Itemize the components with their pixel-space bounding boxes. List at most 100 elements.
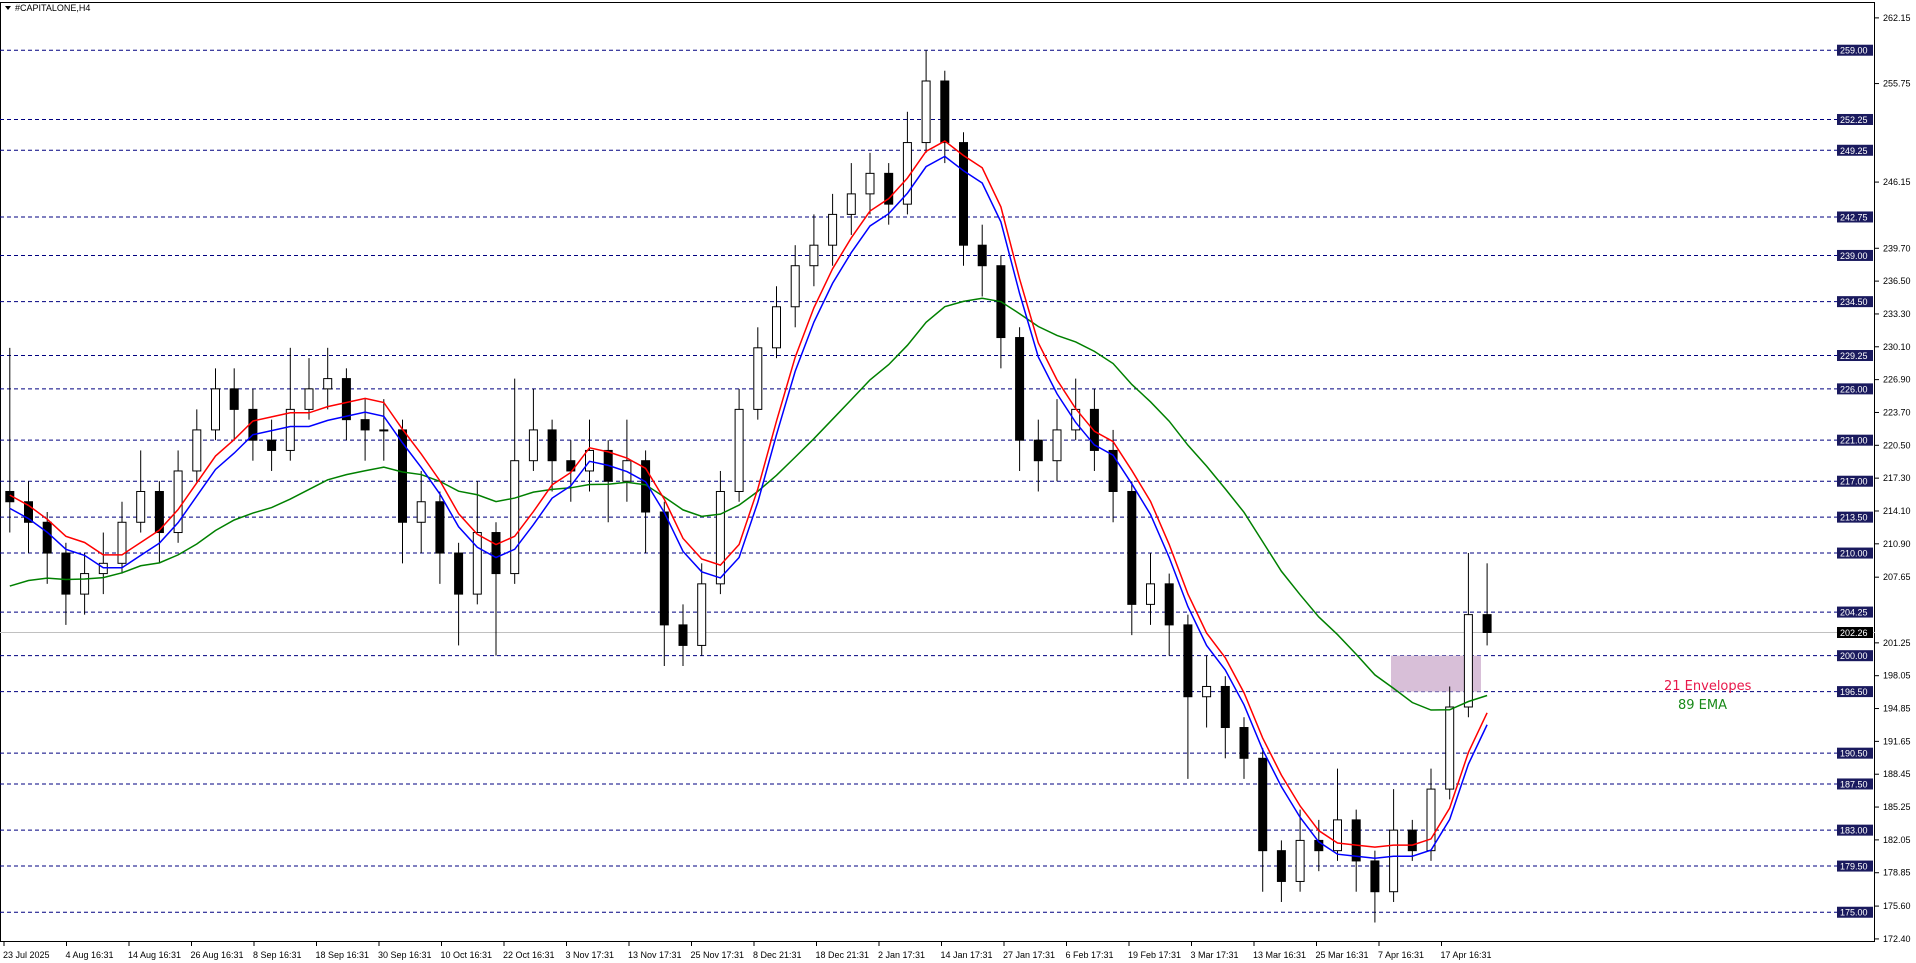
candle-body[interactable]	[641, 460, 651, 513]
candle-body[interactable]	[80, 573, 90, 595]
x-tick-label: 4 Aug 16:31	[66, 950, 114, 960]
candle-body[interactable]	[790, 265, 800, 308]
candle-body[interactable]	[341, 378, 351, 421]
price-levels	[0, 49, 1875, 913]
candle-body[interactable]	[1146, 583, 1155, 605]
candle-body[interactable]	[285, 408, 295, 451]
price-level-label: 175.00	[1840, 908, 1868, 918]
candle-body[interactable]	[379, 429, 389, 432]
x-tick-label: 6 Feb 17:31	[1066, 950, 1114, 960]
candle-body[interactable]	[136, 490, 146, 523]
candle-body[interactable]	[1482, 614, 1492, 633]
envelope-lower-line	[9, 155, 1488, 860]
candle-body[interactable]	[715, 490, 725, 585]
candle-body[interactable]	[678, 624, 688, 646]
candle-body[interactable]	[1463, 614, 1473, 708]
candle-body[interactable]	[828, 213, 838, 246]
x-tick-label: 3 Nov 17:31	[566, 950, 615, 960]
candle-body[interactable]	[659, 511, 669, 626]
y-tick-label: 185.25	[1883, 802, 1911, 812]
candle-body[interactable]	[1127, 490, 1137, 605]
candle-body[interactable]	[1164, 583, 1174, 626]
x-tick-label: 8 Sep 16:31	[253, 950, 302, 960]
candle-body[interactable]	[1351, 819, 1361, 862]
price-level-label-bg	[1837, 434, 1873, 446]
price-axis: 262.15 255.75 246.15 239.70 236.50 233.30 230.…	[1875, 13, 1911, 944]
price-level-label-bg	[1837, 686, 1873, 698]
candle-body[interactable]	[921, 80, 931, 144]
x-tick-label: 14 Jan 17:31	[941, 950, 993, 960]
y-tick-label: 217.30	[1883, 473, 1911, 483]
candle-body[interactable]	[697, 583, 707, 646]
candle-body[interactable]	[1220, 685, 1230, 729]
candle-body[interactable]	[1370, 860, 1380, 893]
x-tick-label: 26 Aug 16:31	[191, 950, 244, 960]
price-level-label-bg	[1837, 383, 1873, 395]
candle-body[interactable]	[323, 378, 333, 390]
candle-body[interactable]	[940, 80, 950, 144]
candle-body[interactable]	[229, 388, 239, 410]
candle-body[interactable]	[1015, 337, 1025, 441]
y-tick-label: 233.30	[1883, 309, 1911, 319]
y-tick-label: 178.85	[1883, 868, 1911, 878]
candle-body[interactable]	[1295, 839, 1305, 882]
price-level-label: 213.50	[1840, 513, 1868, 523]
candle-body[interactable]	[1239, 727, 1249, 759]
candle-body[interactable]	[865, 172, 875, 195]
candle-body[interactable]	[211, 388, 220, 431]
candle-body[interactable]	[1089, 408, 1099, 451]
candle-body[interactable]	[1033, 439, 1043, 462]
candle-body[interactable]	[435, 501, 445, 554]
candle-body[interactable]	[173, 470, 183, 534]
candle-body[interactable]	[1276, 850, 1286, 882]
candle-body[interactable]	[1108, 449, 1118, 492]
candle-body[interactable]	[1052, 429, 1062, 462]
candle-body[interactable]	[977, 244, 987, 267]
candle-body[interactable]	[360, 419, 370, 431]
candle-body[interactable]	[772, 306, 781, 349]
candle-body[interactable]	[117, 521, 127, 564]
x-tick-label: 22 Oct 16:31	[503, 950, 555, 960]
candle-body[interactable]	[454, 552, 464, 595]
candle-body[interactable]	[809, 244, 819, 267]
candle-body[interactable]	[472, 532, 482, 595]
candle-body[interactable]	[61, 552, 71, 595]
candle-body[interactable]	[1445, 706, 1455, 790]
candle-body[interactable]	[1314, 839, 1324, 852]
x-tick-label: 14 Aug 16:31	[128, 950, 181, 960]
candle-body[interactable]	[1258, 757, 1268, 852]
candle-body[interactable]	[547, 429, 557, 462]
candle-body[interactable]	[267, 439, 277, 451]
candle-body[interactable]	[1389, 829, 1399, 893]
y-tick-label: 226.90	[1883, 375, 1911, 385]
candle-body[interactable]	[1202, 685, 1212, 698]
candle-body[interactable]	[510, 460, 520, 575]
candle-body[interactable]	[884, 172, 894, 205]
candle-body[interactable]	[566, 460, 576, 472]
price-level-label: 179.50	[1840, 862, 1868, 872]
candle-body[interactable]	[959, 142, 968, 246]
candle-body[interactable]	[734, 408, 744, 492]
candle-body[interactable]	[42, 521, 52, 554]
price-level-label: 259.00	[1840, 46, 1868, 56]
price-level-label-bg	[1837, 44, 1873, 56]
x-tick-label: 27 Jan 17:31	[1003, 950, 1055, 960]
candle-body[interactable]	[528, 429, 538, 462]
triangle-down-icon[interactable]	[5, 6, 11, 10]
candle-body[interactable]	[1407, 829, 1417, 852]
candle-body[interactable]	[416, 501, 426, 523]
candle-body[interactable]	[24, 501, 33, 523]
annotation-envelopes: 21 Envelopes	[1664, 679, 1752, 694]
candle-body[interactable]	[1183, 624, 1193, 698]
candle-body[interactable]	[304, 388, 314, 410]
candle-body[interactable]	[192, 429, 202, 472]
candle-body[interactable]	[846, 193, 856, 215]
candle-body[interactable]	[1426, 788, 1436, 852]
candle-body[interactable]	[1333, 819, 1342, 852]
candle-body[interactable]	[753, 347, 763, 410]
x-tick-label: 10 Oct 16:31	[441, 950, 493, 960]
candle-body[interactable]	[154, 490, 164, 534]
indicators	[9, 140, 1488, 860]
candle-body[interactable]	[491, 532, 501, 575]
